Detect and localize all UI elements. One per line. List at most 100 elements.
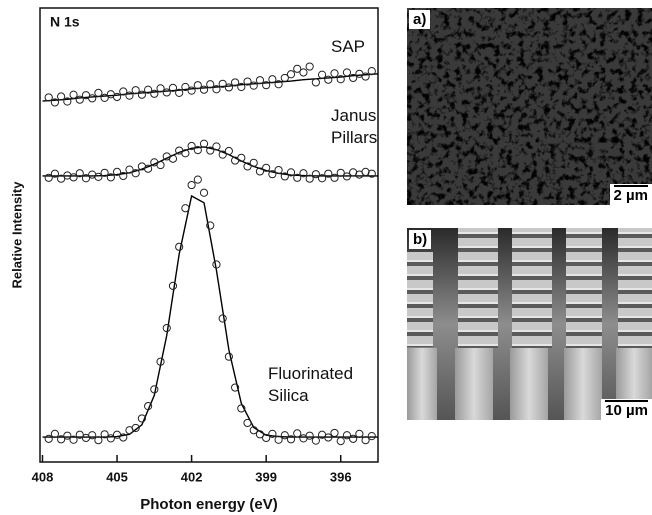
data-point bbox=[286, 435, 296, 444]
data-point bbox=[50, 169, 60, 178]
data-point bbox=[212, 142, 221, 151]
data-point bbox=[119, 171, 128, 181]
data-point bbox=[57, 92, 66, 101]
data-point bbox=[156, 160, 165, 170]
data-point bbox=[262, 81, 271, 90]
data-point bbox=[131, 169, 140, 178]
series-label: SAP bbox=[331, 37, 366, 56]
data-point bbox=[57, 435, 66, 444]
data-point bbox=[293, 429, 302, 438]
data-point bbox=[286, 168, 296, 177]
data-point bbox=[63, 431, 72, 440]
data-point bbox=[218, 314, 227, 323]
data-point bbox=[156, 84, 165, 93]
plot-frame bbox=[39, 7, 379, 463]
data-point bbox=[224, 83, 233, 92]
data-point bbox=[317, 70, 327, 79]
x-tick-label: 408 bbox=[32, 469, 54, 484]
data-point bbox=[349, 434, 358, 443]
data-point bbox=[361, 436, 370, 445]
data-point bbox=[355, 429, 364, 438]
data-point bbox=[100, 93, 109, 102]
data-point bbox=[106, 173, 115, 182]
annotation: N 1s bbox=[50, 14, 80, 30]
data-point bbox=[193, 175, 202, 184]
data-point bbox=[274, 80, 283, 89]
sem-image-b bbox=[407, 228, 652, 420]
data-point bbox=[150, 89, 159, 98]
data-point bbox=[230, 78, 240, 87]
data-point bbox=[94, 88, 103, 97]
data-point bbox=[317, 174, 327, 183]
scale-bar-label: 10 µm bbox=[601, 399, 652, 420]
data-point bbox=[262, 433, 271, 443]
data-point bbox=[342, 431, 352, 440]
data-point bbox=[243, 418, 252, 428]
data-point bbox=[131, 423, 140, 433]
x-tick-label: 402 bbox=[181, 469, 203, 484]
data-point bbox=[168, 281, 178, 290]
scale-bar: 10 µm bbox=[605, 400, 648, 419]
data-point bbox=[293, 64, 302, 73]
data-point bbox=[193, 81, 202, 90]
data-point bbox=[280, 431, 289, 440]
data-point bbox=[255, 430, 265, 439]
data-point bbox=[262, 163, 271, 172]
x-axis-title: Photon energy (eV) bbox=[140, 496, 278, 513]
data-point bbox=[249, 158, 258, 167]
data-point bbox=[305, 62, 314, 71]
data-point bbox=[63, 171, 72, 180]
data-point bbox=[150, 385, 159, 394]
data-point bbox=[168, 154, 178, 163]
data-point bbox=[336, 437, 345, 446]
data-point bbox=[330, 173, 339, 182]
data-point bbox=[75, 430, 84, 439]
data-point bbox=[199, 139, 209, 148]
data-point bbox=[187, 86, 196, 95]
data-point bbox=[280, 73, 289, 83]
data-point bbox=[230, 383, 240, 392]
data-point bbox=[330, 428, 339, 438]
data-point bbox=[175, 88, 184, 97]
x-tick-label: 396 bbox=[330, 469, 352, 484]
scale-bar: 2 µm bbox=[613, 185, 648, 204]
data-point bbox=[50, 429, 60, 438]
data-point bbox=[168, 83, 178, 93]
data-point bbox=[299, 68, 308, 77]
data-point bbox=[187, 180, 196, 190]
data-point bbox=[94, 172, 103, 181]
data-point bbox=[187, 141, 196, 151]
data-point bbox=[156, 357, 165, 366]
data-point bbox=[249, 426, 258, 435]
data-point bbox=[324, 433, 333, 442]
data-point bbox=[349, 73, 358, 83]
x-tick-label: 405 bbox=[106, 469, 128, 484]
data-point bbox=[218, 79, 227, 88]
data-point bbox=[57, 174, 66, 183]
data-point bbox=[119, 433, 128, 442]
data-point bbox=[286, 70, 296, 79]
data-point bbox=[44, 93, 53, 102]
data-point bbox=[274, 435, 283, 444]
data-point bbox=[181, 149, 190, 158]
data-point bbox=[181, 204, 190, 213]
panel-label: a) bbox=[409, 10, 431, 29]
data-point bbox=[311, 170, 320, 179]
data-point bbox=[137, 90, 146, 99]
data-point bbox=[237, 153, 246, 162]
data-point bbox=[125, 91, 134, 100]
data-point bbox=[112, 167, 122, 176]
data-point bbox=[311, 78, 320, 87]
data-point bbox=[144, 85, 153, 94]
data-point bbox=[131, 86, 140, 95]
series-label: Janus Pillars bbox=[331, 106, 378, 147]
data-point bbox=[324, 75, 333, 84]
data-point bbox=[63, 97, 72, 106]
data-point bbox=[212, 260, 221, 269]
data-point bbox=[224, 352, 233, 361]
data-point bbox=[336, 75, 345, 84]
data-point bbox=[218, 150, 227, 159]
fit-line bbox=[42, 146, 378, 177]
